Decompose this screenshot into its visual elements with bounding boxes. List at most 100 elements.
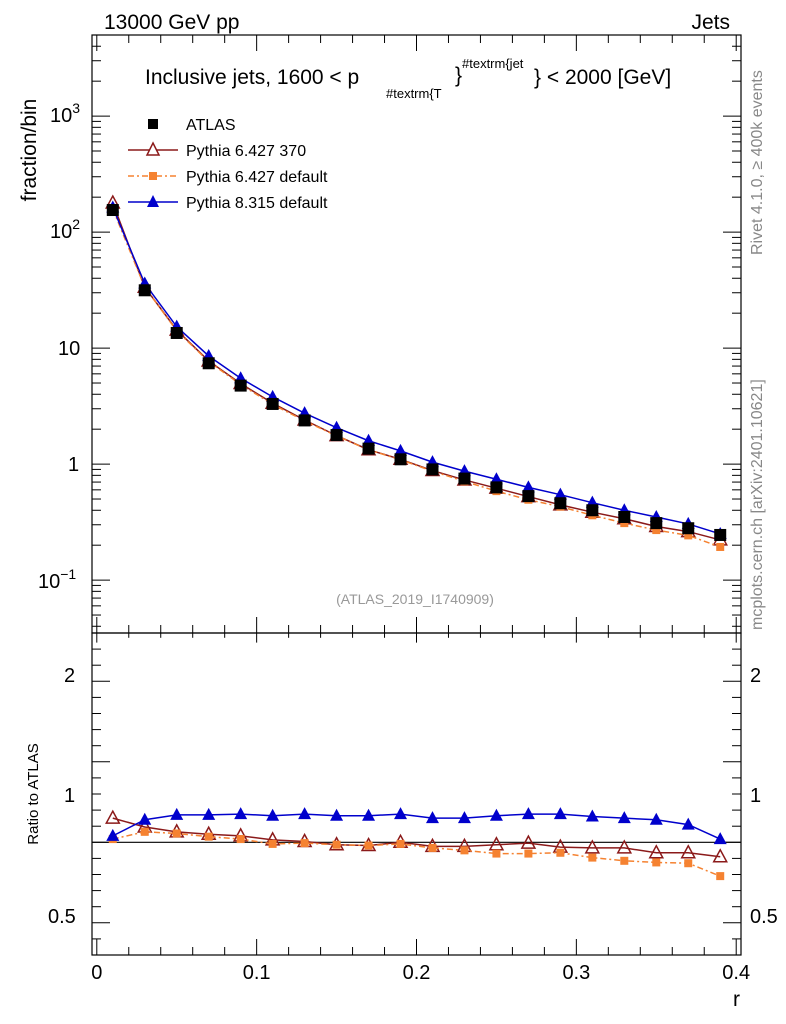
- legend-label-atlas: ATLAS: [186, 117, 236, 134]
- title-main: Inclusive jets, 1600 < p: [145, 66, 359, 89]
- ratio-tick-05-left: 0.5: [48, 906, 76, 928]
- ratio-point-py8-default: [425, 811, 439, 824]
- x-axis-label: r: [733, 988, 740, 1011]
- ratio-point-py8-default: [489, 808, 503, 821]
- ratio-point-py6-default: [236, 835, 245, 844]
- y-axis-label-top: fraction/bin: [18, 99, 41, 202]
- legend: ATLAS Pythia 6.427 370 Pythia 6.427 defa…: [128, 117, 328, 212]
- title-superscript: #textrm{jet: [462, 56, 524, 71]
- legend-marker-py6-370: [145, 141, 161, 156]
- rivet-label: Rivet 4.1.0, ≥ 400k events: [749, 70, 766, 255]
- ratio-point-py8-default: [298, 807, 312, 820]
- ratio-point-py6-default: [524, 849, 533, 858]
- ratio-point-py6-default: [332, 840, 341, 849]
- data-point-py8-default: [553, 487, 567, 500]
- mcplots-label: mcplots.cern.ch [arXiv:2401.10621]: [749, 379, 766, 630]
- ratio-point-py6-default: [364, 841, 373, 850]
- ratio-point-py6-370: [520, 834, 537, 849]
- watermark: (ATLAS_2019_I1740909): [336, 591, 494, 607]
- ratio-point-py6-370: [488, 836, 505, 851]
- legend-label-py6-370: Pythia 6.427 370: [186, 143, 306, 160]
- series-line-py8-default: [112, 207, 721, 535]
- ratio-point-py8-default: [394, 807, 408, 820]
- ratio-point-py8-default: [681, 817, 695, 830]
- data-point-atlas: [682, 522, 695, 535]
- legend-label-py8-default: Pythia 8.315 default: [186, 195, 328, 212]
- ratio-point-py8-default: [234, 807, 248, 820]
- top-y-tick-labels: 103 102 10 1 10−1: [38, 100, 80, 593]
- bottom-y-tick-labels: 2 1 0.5 2 1 0.5: [48, 665, 778, 928]
- series-line-py6-370: [112, 202, 721, 541]
- ratio-point-py6-default: [428, 843, 437, 852]
- ratio-point-py8-default: [649, 812, 663, 825]
- data-point-atlas: [202, 357, 215, 370]
- data-point-atlas: [650, 517, 663, 530]
- legend-item-atlas: ATLAS: [148, 117, 236, 134]
- ratio-point-py6-default: [172, 829, 181, 838]
- ratio-tick-05-right: 0.5: [750, 906, 778, 928]
- data-point-py6-default: [652, 526, 661, 535]
- y-tick-label-1e2: 102: [50, 216, 80, 243]
- ratio-point-py6-default: [716, 872, 725, 881]
- ratio-point-py6-default: [652, 858, 661, 867]
- legend-item-py6-default: Pythia 6.427 default: [128, 169, 328, 186]
- ratio-point-py8-default: [617, 811, 631, 824]
- x-tick-label: 0.1: [243, 962, 271, 984]
- ratio-tick-1-left: 1: [64, 785, 75, 807]
- data-point-py6-default: [620, 519, 629, 528]
- data-point-atlas: [298, 414, 311, 427]
- ratio-tick-2-left: 2: [64, 665, 75, 687]
- data-point-py6-default: [716, 542, 725, 551]
- data-point-atlas: [490, 481, 503, 494]
- top-panel-series: [105, 194, 728, 551]
- ratio-point-py6-default: [556, 848, 565, 857]
- x-tick-label: 0.4: [722, 962, 750, 984]
- legend-item-py6-370: Pythia 6.427 370: [128, 141, 306, 160]
- data-point-py6-default: [684, 531, 693, 540]
- data-point-atlas: [170, 326, 183, 339]
- ratio-point-py6-default: [300, 839, 309, 848]
- legend-marker-atlas: [148, 119, 158, 129]
- ratio-point-py6-default: [140, 827, 149, 836]
- data-point-atlas: [618, 510, 631, 523]
- bottom-panel-frame: [91, 632, 742, 956]
- data-point-atlas: [714, 528, 727, 541]
- ratio-point-py6-370: [584, 839, 601, 854]
- ratio-point-py8-default: [202, 807, 216, 820]
- ratio-point-py6-default: [684, 859, 693, 868]
- y-axis-label-bottom: Ratio to ATLAS: [25, 743, 42, 844]
- data-point-atlas: [458, 472, 471, 485]
- header-right: Jets: [691, 11, 730, 34]
- ratio-point-py6-370: [680, 844, 697, 859]
- ratio-point-py6-370: [616, 839, 633, 854]
- data-point-atlas: [426, 463, 439, 476]
- ratio-point-py8-default: [266, 808, 280, 821]
- ratio-point-py6-370: [105, 809, 121, 824]
- ratio-point-py6-default: [620, 856, 629, 865]
- x-tick-label: 0.3: [562, 962, 590, 984]
- data-point-atlas: [266, 397, 279, 410]
- legend-item-py8-default: Pythia 8.315 default: [128, 195, 328, 212]
- data-point-atlas: [554, 497, 567, 510]
- ratio-point-py8-default: [553, 807, 567, 820]
- title-subscript: #textrm{T: [386, 86, 442, 101]
- y-tick-label-1e3: 103: [50, 100, 80, 127]
- ratio-point-py8-default: [138, 812, 152, 825]
- ratio-point-py6-default: [460, 846, 469, 855]
- ratio-point-py8-default: [457, 811, 471, 824]
- ratio-point-py6-370: [648, 844, 665, 859]
- ratio-point-py6-370: [712, 848, 728, 863]
- ratio-point-py6-default: [588, 853, 597, 862]
- ratio-point-py8-default: [713, 832, 727, 845]
- ratio-point-py8-default: [521, 807, 535, 820]
- data-point-atlas: [106, 204, 119, 217]
- ratio-point-py8-default: [585, 809, 599, 822]
- x-tick-label: 0: [91, 962, 102, 984]
- data-point-py8-default: [394, 443, 408, 456]
- ratio-point-py6-default: [268, 839, 277, 848]
- x-tick-label: 0.2: [403, 962, 431, 984]
- x-tick-labels: 0 0.1 0.2 0.3 0.4: [91, 962, 750, 984]
- legend-label-py6-default: Pythia 6.427 default: [186, 169, 328, 186]
- ratio-line-py8-default: [112, 813, 721, 840]
